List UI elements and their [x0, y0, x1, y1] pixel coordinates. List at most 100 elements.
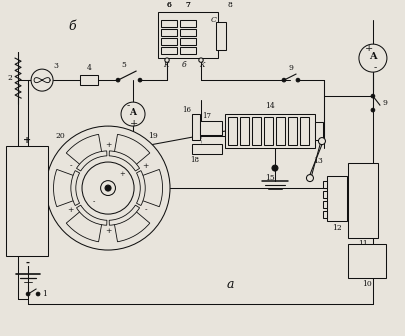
Text: A: A: [129, 108, 136, 117]
Text: 10: 10: [361, 280, 371, 288]
Bar: [322, 191, 326, 198]
Bar: [179, 20, 196, 27]
Text: +: +: [104, 141, 111, 149]
Circle shape: [100, 181, 115, 196]
Wedge shape: [109, 205, 139, 225]
Wedge shape: [114, 211, 149, 242]
Wedge shape: [53, 169, 74, 207]
Bar: [263, 117, 272, 145]
Text: 8: 8: [227, 1, 232, 9]
Circle shape: [26, 292, 30, 296]
Circle shape: [281, 78, 285, 82]
Text: 20: 20: [55, 132, 65, 140]
Bar: [200, 121, 222, 135]
Text: 18: 18: [190, 156, 199, 164]
Text: 17: 17: [202, 112, 211, 120]
Wedge shape: [71, 171, 79, 206]
Circle shape: [295, 78, 299, 82]
Text: A: A: [368, 52, 376, 60]
Text: 2: 2: [8, 74, 13, 82]
Bar: [80, 75, 98, 85]
Text: 12: 12: [331, 224, 341, 232]
Circle shape: [105, 185, 111, 191]
Text: 9: 9: [288, 64, 293, 72]
Text: 16: 16: [182, 106, 191, 114]
Bar: [322, 201, 326, 208]
Circle shape: [121, 102, 145, 126]
Bar: [287, 117, 296, 145]
Text: 13: 13: [312, 157, 322, 165]
Text: 5: 5: [122, 61, 126, 69]
Text: +: +: [130, 119, 138, 128]
Circle shape: [82, 162, 134, 214]
Text: +: +: [364, 44, 372, 53]
Bar: [347, 244, 385, 278]
Circle shape: [164, 58, 169, 62]
Bar: [322, 211, 326, 218]
Bar: [179, 38, 196, 45]
Circle shape: [271, 165, 277, 171]
Bar: [299, 117, 308, 145]
Bar: [239, 117, 248, 145]
Bar: [161, 20, 177, 27]
Circle shape: [306, 175, 313, 181]
Text: 1: 1: [42, 290, 47, 298]
Wedge shape: [141, 169, 162, 207]
Circle shape: [116, 78, 119, 82]
Bar: [179, 47, 196, 54]
Bar: [314, 122, 322, 140]
Text: -: -: [372, 64, 375, 73]
Wedge shape: [76, 151, 107, 171]
Text: б: б: [68, 19, 76, 33]
Text: 9: 9: [382, 99, 386, 107]
Wedge shape: [76, 205, 107, 225]
Circle shape: [370, 108, 374, 112]
Text: 19: 19: [148, 132, 158, 140]
Text: +: +: [67, 206, 73, 214]
Text: К: К: [199, 61, 204, 69]
Wedge shape: [114, 134, 149, 165]
Text: б: б: [181, 61, 186, 69]
Bar: [224, 114, 314, 148]
Bar: [252, 117, 260, 145]
Text: К: К: [163, 61, 168, 69]
Text: 3: 3: [53, 62, 58, 70]
Wedge shape: [66, 134, 102, 165]
Text: 14: 14: [264, 102, 274, 110]
Bar: [6, 146, 48, 256]
Text: +: +: [23, 136, 31, 144]
Text: +: +: [119, 170, 125, 178]
Circle shape: [370, 94, 374, 98]
Text: 15: 15: [264, 174, 274, 182]
Circle shape: [358, 44, 386, 72]
Text: -: -: [93, 198, 95, 206]
Text: -: -: [144, 206, 147, 214]
Circle shape: [46, 126, 170, 250]
Text: 7: 7: [185, 1, 190, 9]
Bar: [215, 22, 226, 50]
Wedge shape: [136, 171, 145, 206]
Bar: [347, 163, 377, 238]
Text: 11: 11: [357, 240, 367, 248]
Circle shape: [36, 292, 40, 296]
Circle shape: [198, 58, 202, 62]
Circle shape: [31, 69, 53, 91]
Text: 6: 6: [166, 1, 171, 9]
Text: -: -: [69, 162, 72, 170]
Bar: [192, 114, 200, 140]
Wedge shape: [66, 211, 102, 242]
Bar: [161, 47, 177, 54]
Bar: [322, 181, 326, 188]
Text: С: С: [211, 16, 216, 24]
Text: +: +: [142, 162, 148, 170]
Text: 7: 7: [185, 1, 190, 9]
Text: -: -: [25, 257, 29, 266]
Bar: [192, 144, 222, 154]
Bar: [228, 117, 237, 145]
Text: а: а: [226, 278, 233, 291]
Bar: [161, 29, 177, 36]
Text: +: +: [104, 227, 111, 236]
Text: 6: 6: [166, 1, 171, 9]
Bar: [161, 38, 177, 45]
Bar: [275, 117, 284, 145]
